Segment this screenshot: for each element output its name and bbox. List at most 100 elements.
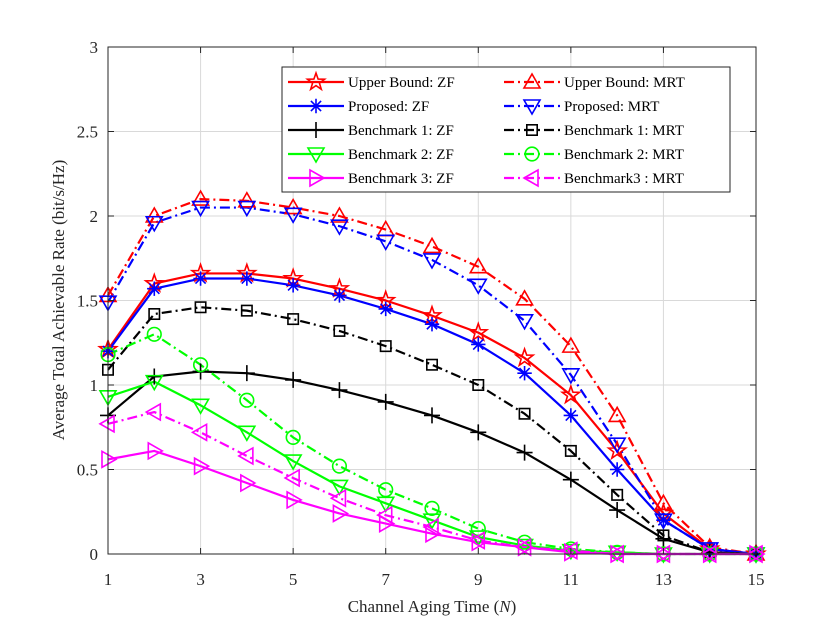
data-point [286, 490, 303, 510]
data-point [514, 537, 532, 557]
data-point [376, 505, 393, 525]
data-point [190, 422, 208, 442]
data-point [515, 313, 534, 331]
data-point [191, 200, 210, 218]
series-line-proposed-mrt [107, 206, 757, 556]
x-tick-label: 11 [563, 570, 579, 589]
data-point [332, 504, 350, 523]
data-point [193, 271, 208, 286]
y-tick-label: 0.5 [77, 461, 98, 480]
legend-item-upper-bound-zf: Upper Bound: ZF [288, 70, 455, 92]
y-axis-tick-labels: 0 0.5 1 1.5 2 2.5 3 [77, 38, 98, 564]
legend-items: Upper Bound: ZF Upper Bound: MRT Proposed:… [288, 70, 685, 188]
data-point [331, 382, 348, 399]
data-point [607, 437, 627, 454]
legend-marker [305, 70, 327, 92]
data-point [333, 324, 346, 337]
data-point [285, 278, 301, 293]
legend: Upper Bound: ZF Upper Bound: MRT Proposed:… [281, 66, 731, 193]
data-point [98, 414, 115, 434]
data-point [146, 326, 162, 342]
data-point [377, 393, 394, 410]
x-tick-label: 7 [381, 570, 390, 589]
legend-label: Proposed: ZF [348, 99, 429, 115]
data-point [144, 206, 164, 223]
data-point [657, 529, 670, 542]
x-tick-label: 5 [289, 570, 298, 589]
legend-item-proposed-mrt: Proposed: MRT [504, 99, 659, 116]
data-point [283, 468, 300, 488]
legend-marker [309, 168, 326, 188]
data-point [144, 402, 162, 422]
data-point [239, 392, 255, 408]
data-point [147, 441, 164, 461]
data-point [606, 439, 629, 461]
y-tick-label: 2.5 [77, 123, 98, 142]
x-axis-tick-labels: 1 3 5 7 9 11 13 15 [104, 570, 765, 589]
legend-item-benchmark3-mrt: Benchmark3 : MRT [504, 168, 684, 188]
data-point [422, 236, 442, 254]
data-point [516, 444, 533, 461]
data-point [561, 543, 581, 561]
y-axis-label: Average Total Achievable Rate (bit/s/Hz) [49, 160, 68, 440]
data-point [517, 365, 532, 381]
legend-label: Benchmark 1: MRT [564, 123, 684, 139]
data-point [283, 197, 303, 215]
data-point [700, 547, 720, 564]
data-point [285, 429, 301, 445]
data-point [144, 215, 164, 233]
data-point [237, 191, 257, 208]
data-point [148, 308, 161, 321]
data-point [285, 371, 302, 388]
data-point [654, 513, 673, 530]
data-point [515, 538, 534, 556]
data-point [422, 513, 442, 530]
legend-label: Upper Bound: ZF [348, 75, 455, 91]
data-point [238, 365, 255, 382]
legend-marker [524, 146, 540, 162]
data-point [656, 513, 671, 528]
data-point [518, 407, 531, 420]
y-tick-label: 1 [90, 376, 99, 395]
data-point [607, 545, 627, 562]
legend-label: Proposed: MRT [564, 99, 659, 115]
series-lines [107, 198, 757, 556]
series-line-benchmark-1-mrt [107, 306, 757, 556]
data-point [239, 271, 255, 286]
data-point [422, 517, 439, 537]
data-point [561, 541, 578, 560]
data-point [513, 346, 536, 368]
data-point [424, 316, 440, 332]
data-point [700, 542, 720, 559]
data-point [329, 488, 347, 508]
data-point [472, 378, 485, 391]
series-line-upper-bound-mrt [107, 198, 757, 556]
data-point [559, 383, 582, 405]
data-point [240, 473, 257, 493]
series-points-benchmark3-mrt [98, 402, 763, 564]
data-point [609, 502, 626, 519]
legend-item-proposed-zf: Proposed: ZF [288, 98, 429, 115]
data-point [144, 374, 164, 392]
data-point [378, 482, 394, 498]
data-point [654, 493, 673, 511]
data-point [237, 200, 257, 218]
data-point [237, 425, 257, 442]
data-point [609, 462, 625, 477]
legend-marker [308, 98, 324, 114]
data-point [561, 368, 581, 385]
legend-item-benchmark-1-zf: Benchmark 1: ZF [288, 122, 454, 139]
legend-marker [522, 168, 539, 188]
data-point [146, 368, 163, 385]
series-points-proposed-mrt [98, 200, 766, 564]
data-point [471, 337, 486, 352]
data-point [467, 321, 490, 342]
data-point [101, 449, 118, 469]
data-point [193, 456, 211, 476]
axis-ticks [107, 46, 757, 555]
data-point [424, 500, 440, 516]
data-point [607, 405, 627, 423]
data-point [470, 424, 487, 441]
data-point [425, 524, 442, 544]
